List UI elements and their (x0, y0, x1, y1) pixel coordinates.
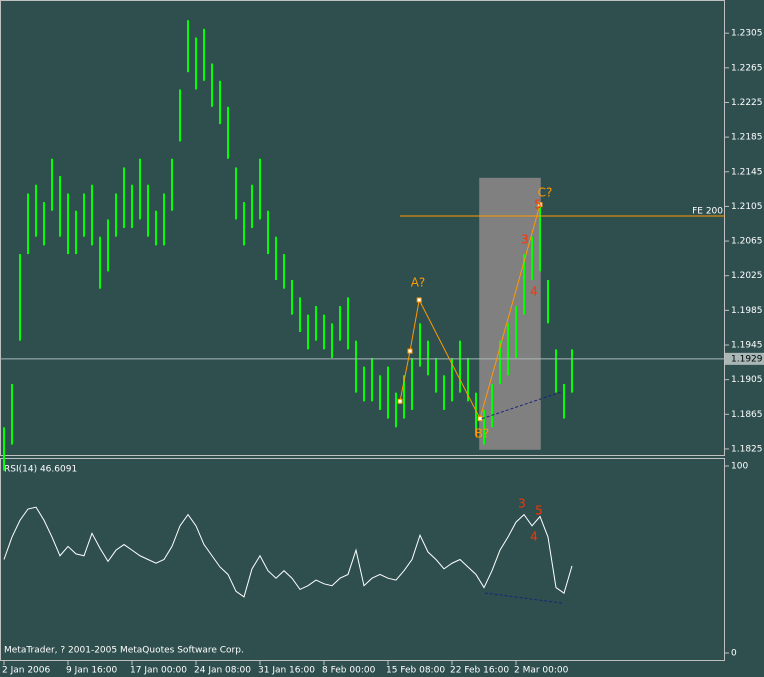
y-tick-label: 1.2145 (731, 167, 763, 177)
x-tick-label: 2 Jan 2006 (2, 666, 50, 676)
annotation: 3 (518, 497, 526, 511)
annotation: C? (538, 186, 553, 200)
y-tick-label: 1.1905 (731, 375, 763, 385)
y-tick-label: 1.1985 (731, 306, 763, 316)
y-tick-label: 1.2265 (731, 63, 763, 73)
zigzag-point (397, 398, 403, 404)
rsi-panel (0, 458, 725, 661)
annotation: 4 (530, 285, 538, 299)
annotation: 5 (534, 198, 542, 212)
footer: MetaTrader, ? 2001-2005 MetaQuotes Softw… (4, 646, 244, 656)
zigzag-point (537, 202, 543, 208)
x-tick-label: 31 Jan 16:00 (258, 666, 315, 676)
annotation: 3 (521, 233, 529, 247)
x-tick-label: 9 Jan 16:00 (66, 666, 118, 676)
annotation: 5 (535, 504, 543, 518)
y-tick-label: 1.2305 (731, 29, 763, 39)
zigzag-point (416, 297, 422, 303)
x-tick-label: 17 Jan 00:00 (130, 666, 187, 676)
y-tick-label: 0 (731, 649, 737, 659)
y-tick-label: 1.2105 (731, 202, 763, 212)
y-tick-label: 1.2225 (731, 98, 763, 108)
x-tick-label: 2 Mar 00:00 (514, 666, 569, 676)
x-tick-label: 15 Feb 08:00 (386, 666, 445, 676)
x-tick-label: 24 Jan 08:00 (194, 666, 251, 676)
annotation: B? (475, 427, 490, 441)
rsi-line (3, 506, 573, 598)
y-tick-label: 100 (731, 462, 748, 472)
y-tick-label: 1.2185 (731, 133, 763, 143)
level-label: FE 200 (692, 206, 723, 216)
y-tick-label: 1.1865 (731, 410, 763, 420)
zigzag-point (407, 348, 413, 354)
last-price-label: 1.1929 (731, 354, 763, 364)
x-tick-label: 22 Feb 16:00 (450, 666, 509, 676)
trend-line (481, 391, 563, 420)
y-tick-label: 1.2025 (731, 271, 763, 281)
price-panel (0, 0, 725, 456)
last-price-box (725, 352, 764, 365)
annotation: 4 (530, 530, 538, 544)
x-tick-label: 8 Feb 00:00 (322, 666, 376, 676)
y-tick-label: 1.1945 (731, 340, 763, 350)
y-tick-label: 1.1825 (731, 444, 763, 454)
highlight-box (479, 177, 541, 450)
trend-line (484, 592, 563, 604)
rsi-title: RSI(14) 46.6091 (4, 465, 77, 475)
y-tick-label: 1.2065 (731, 237, 763, 247)
zigzag-point (477, 416, 483, 422)
annotation: A? (411, 276, 426, 290)
